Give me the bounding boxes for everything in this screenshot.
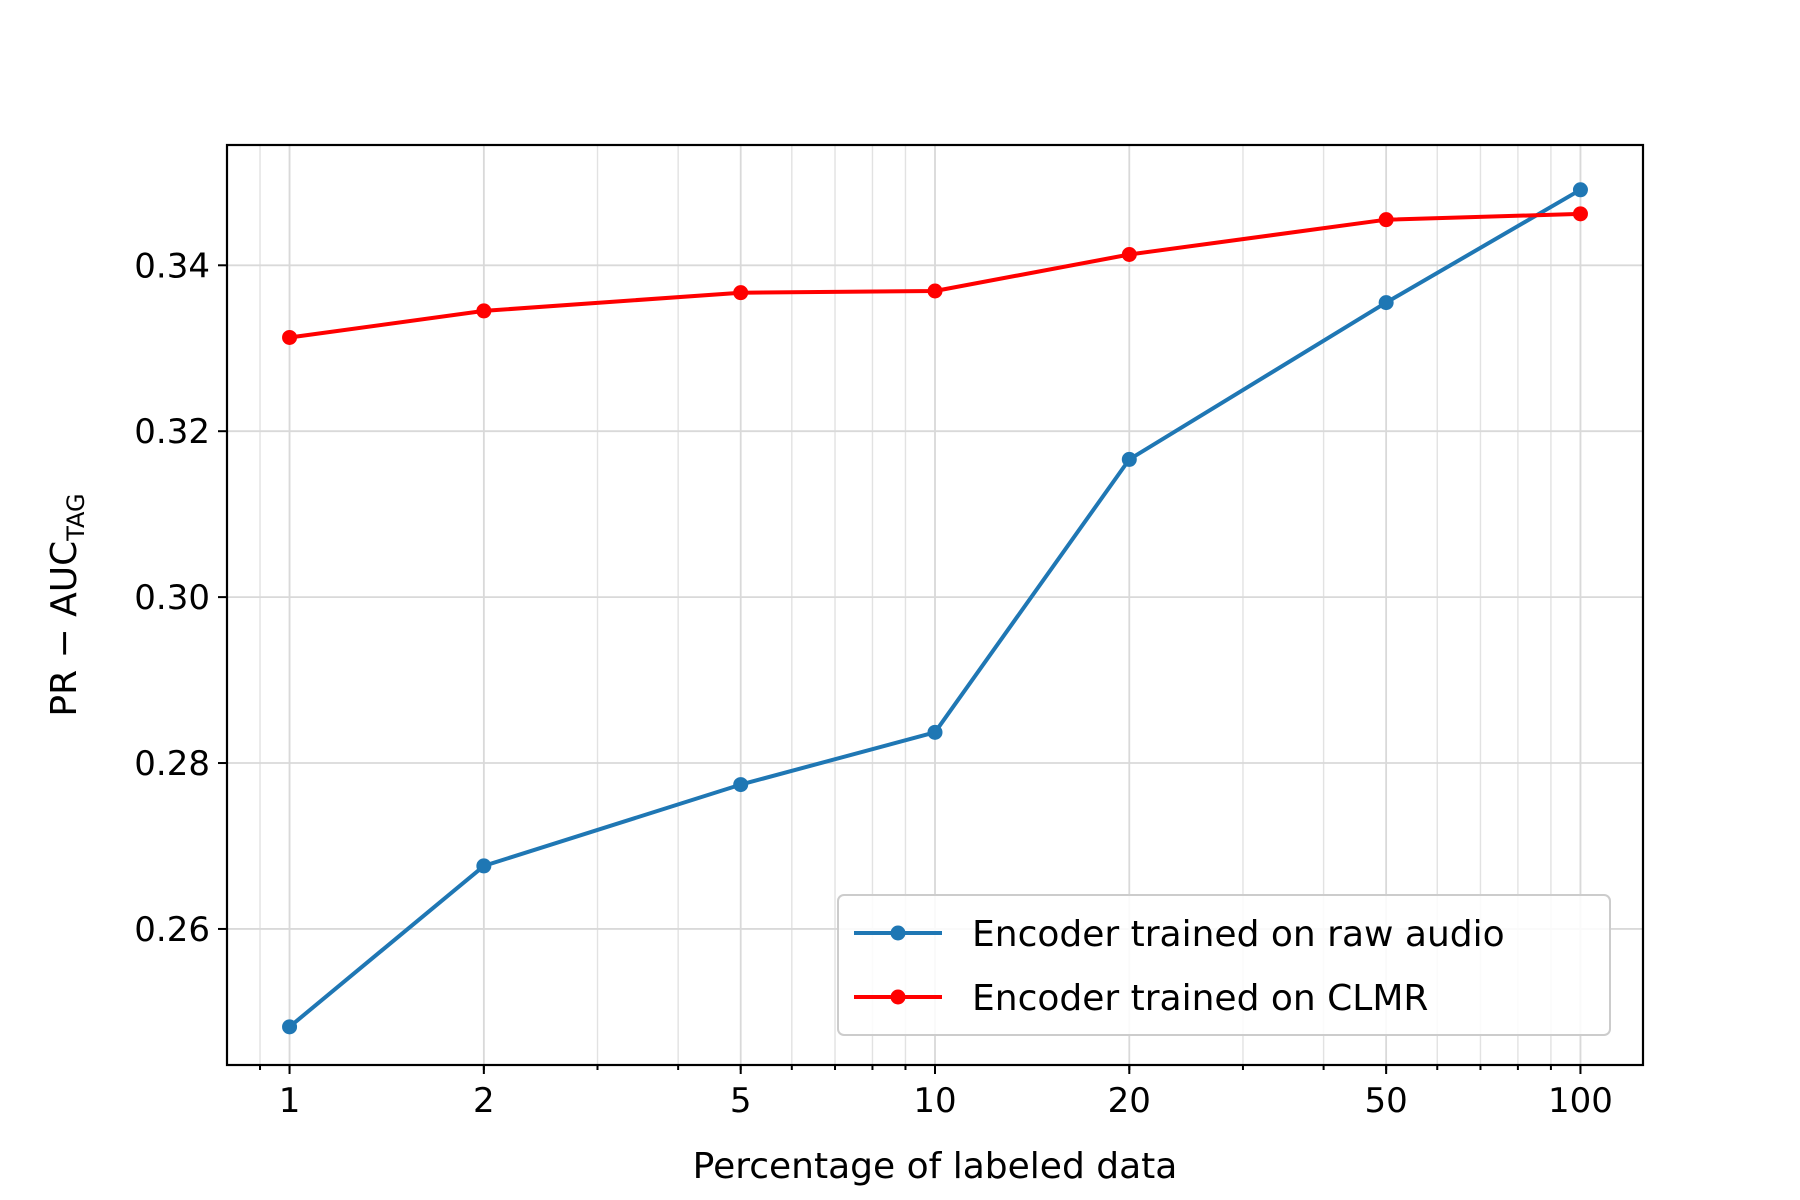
data-point — [1121, 451, 1137, 467]
x-tick-label: 5 — [730, 1081, 752, 1121]
data-point — [1121, 247, 1137, 263]
y-axis-title-subscript: TAG — [62, 493, 90, 541]
data-point — [1378, 295, 1394, 311]
data-point — [733, 285, 749, 301]
axis-ticks: 1 2 5 10 20 50 100 0.26 0.28 0.30 0.32 0.34 — [134, 246, 1613, 1121]
legend: Encoder trained on raw audio Encoder trai… — [837, 894, 1611, 1036]
y-tick-label: 0.32 — [134, 412, 210, 452]
legend-box — [837, 894, 1611, 1036]
x-tick-label: 50 — [1365, 1081, 1408, 1121]
data-point — [1572, 182, 1588, 198]
x-tick-label: 2 — [473, 1081, 495, 1121]
legend-entry: Encoder trained on raw audio — [854, 914, 1505, 955]
legend-swatch-marker — [890, 925, 906, 941]
data-point — [927, 283, 943, 299]
y-axis-title: PR − AUCTAG — [44, 493, 90, 716]
x-tick-label: 1 — [279, 1081, 301, 1121]
legend-swatch-marker — [890, 989, 906, 1005]
legend-entry: Encoder trained on CLMR — [854, 978, 1428, 1019]
x-axis-title: Percentage of labeled data — [693, 1146, 1178, 1187]
data-point — [1572, 206, 1588, 222]
y-tick-label: 0.26 — [134, 910, 210, 950]
data-point — [282, 1019, 298, 1035]
y-tick-label: 0.34 — [134, 246, 210, 286]
data-point — [733, 777, 749, 793]
x-tick-label: 20 — [1108, 1081, 1151, 1121]
data-point — [476, 858, 492, 874]
series-lines — [282, 182, 1588, 1035]
y-tick-label: 0.30 — [134, 578, 210, 618]
data-point — [1378, 212, 1394, 228]
y-axis-title-main: PR − AUC — [44, 541, 85, 717]
data-point — [282, 329, 298, 345]
data-point — [476, 303, 492, 319]
series-1 — [282, 182, 1588, 1035]
x-tick-label: 100 — [1548, 1081, 1613, 1121]
y-tick-label: 0.28 — [134, 744, 210, 784]
legend-label: Encoder trained on raw audio — [972, 914, 1505, 955]
x-tick-label: 10 — [913, 1081, 956, 1121]
series-2 — [282, 206, 1588, 345]
legend-label: Encoder trained on CLMR — [972, 978, 1428, 1019]
data-point — [927, 724, 943, 740]
